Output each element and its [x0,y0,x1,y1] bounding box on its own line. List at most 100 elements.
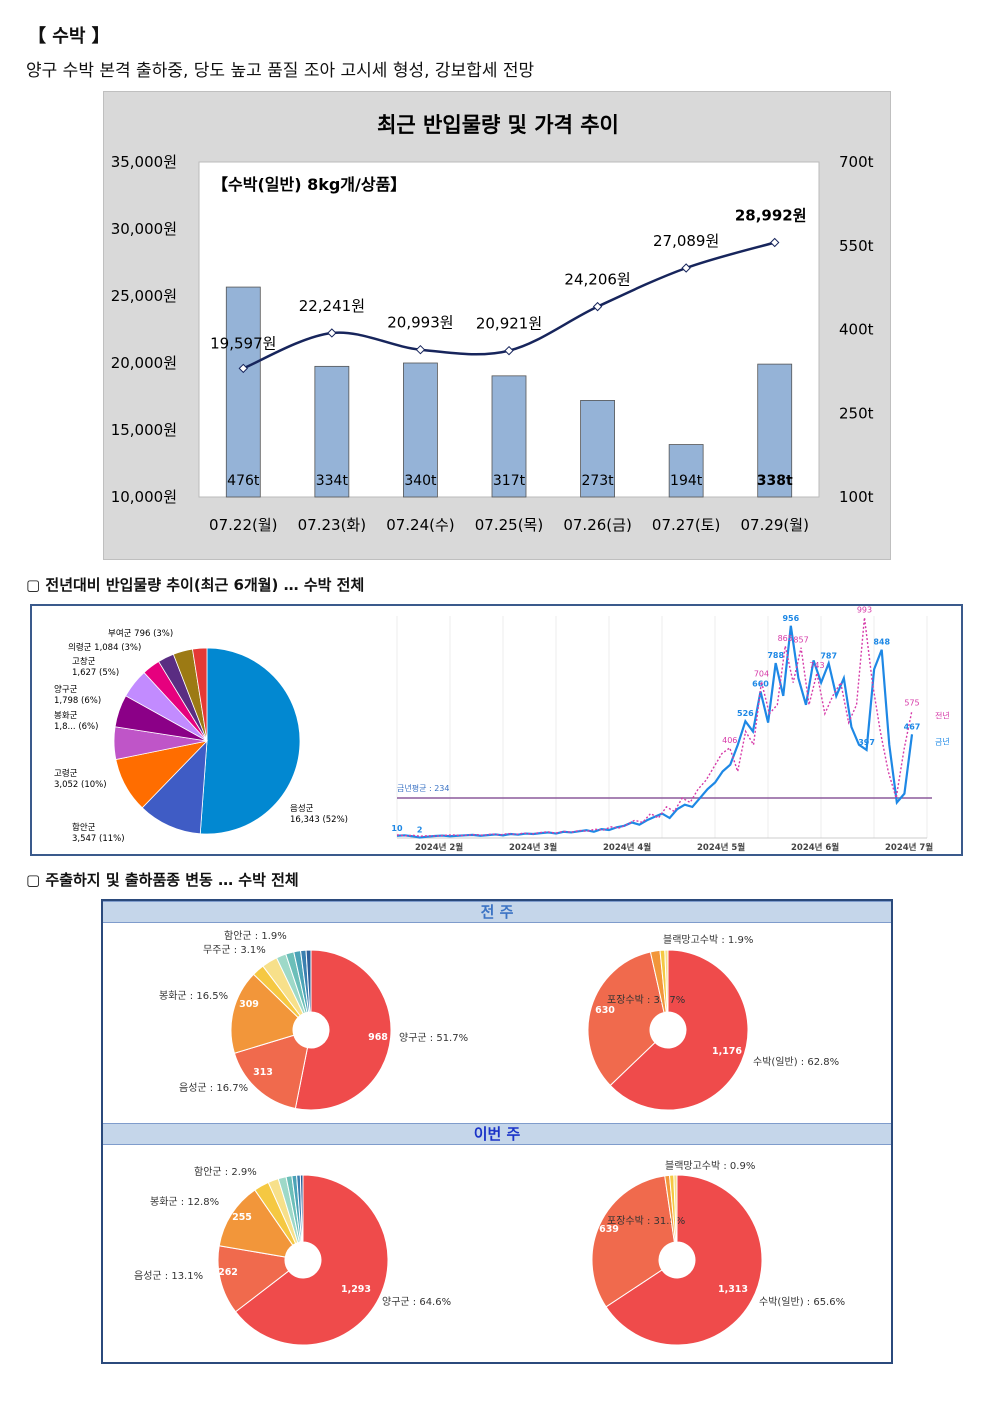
point-label: 993 [857,606,872,615]
volume-bar [314,365,350,498]
left-tick-label: 25,000원 [111,287,177,305]
right-tick-label: 400t [839,321,874,339]
donut-value: 255 [232,1212,252,1223]
point-label: 743 [809,661,824,670]
price-marker [770,237,780,248]
donut-label: 수박(일반) : 62.8% [753,1056,839,1068]
pie-label-value: 16,343 (52%) [290,815,348,825]
band-prev-week: 전 주 [103,901,891,923]
donut-label: 수박(일반) : 65.6% [759,1296,845,1308]
price-marker [327,328,337,338]
left-tick-label: 15,000원 [111,421,177,439]
series-name: 전년 [935,710,950,720]
pie-label-value: 1,798 (6%) [54,696,101,706]
price-label: 27,089원 [653,232,719,250]
yoy-trend-line: 금년평균 : 234 2024년 2월 2024년 3월 2024년 4월 2024년 … [391,606,950,853]
volume-label: 273t [581,473,614,489]
price-label: 24,206원 [564,271,630,289]
left-tick-label: 35,000원 [111,153,177,171]
pie-label-value: 3,547 (11%) [72,834,125,844]
this-variety-donut: 수박(일반) : 65.6% 포장수박 : 31.9% 블랙망고수박 : 0.9% 1… [591,1160,845,1346]
x-tick-label: 07.23(화) [298,516,366,534]
donut-value: 630 [595,1005,615,1016]
x-tick-label: 2024년 4월 [603,842,651,853]
prev-origin-donut: 양구군 : 51.7% 음성군 : 16.7% 봉화군 : 16.5% 무주군 : 3… [159,930,468,1111]
point-label: 956 [782,614,799,623]
right-tick-label: 100t [839,488,874,506]
price-label: 20,921원 [476,315,542,333]
prev-variety-donut: 수박(일반) : 62.8% 포장수박 : 33.7% 블랙망고수박 : 1.9% 1… [587,934,839,1111]
pie-label-value: 1,8... (6%) [54,722,98,732]
price-marker [681,263,691,273]
donut-slice [305,949,312,1013]
donut-label: 포장수박 : 33.7% [607,994,685,1006]
donut-label: 블랙망고수박 : 1.9% [663,934,753,946]
left-tick-label: 20,000원 [111,354,177,372]
pie-label: 양구군 [54,684,78,695]
price-marker [592,301,603,312]
donut-slice [673,1174,678,1243]
price-marker [415,344,426,355]
point-label: 10 [391,824,403,833]
donut-value: 1,176 [712,1046,742,1057]
x-tick-label: 07.26(금) [563,516,631,534]
donut-value: 1,313 [718,1284,748,1295]
price-volume-chart-box: 최근 반입물량 및 가격 추이 【수박(일반) 8kg개/상품】 35,000원 30… [103,91,891,560]
donut-slice [233,1034,309,1110]
volume-bar [668,444,704,498]
band-this-week: 이번 주 [103,1123,891,1145]
average-label: 금년평균 : 234 [397,783,450,793]
section-yoy-title: ▢ 전년대비 반입물량 추이(최근 6개월) … 수박 전체 [26,576,365,594]
donut-slice [591,1175,675,1308]
left-tick-label: 10,000원 [111,488,177,506]
donut-label: 함안군 : 1.9% [224,930,287,942]
donut-label: 양구군 : 64.6% [382,1296,451,1308]
x-tick-label: 07.25(목) [475,516,543,534]
volume-bar [225,286,261,498]
point-label: 406 [722,736,737,745]
donut-value: 262 [218,1267,238,1278]
origin-variety-box: 전 주 양구군 : 51.7% 음성군 : 16.7% 봉화군 : 16.5% 무주군… [101,899,893,1364]
x-tick-label: 07.27(토) [652,516,720,534]
volume-bar [580,400,615,498]
volume-bar [403,362,438,498]
page-summary: 양구 수박 본격 출하중, 당도 높고 품질 조아 고시세 형성, 강보합세 전… [26,61,535,81]
pie-label: 부여군 796 (3%) [108,628,173,639]
price-marker [238,363,248,374]
x-tick-label: 07.22(월) [209,516,277,534]
page-tag: 【 수박 】 [28,26,110,47]
point-label: 788 [767,651,784,660]
donut-value: 639 [599,1224,619,1235]
right-tick-label: 550t [839,237,874,255]
price-volume-chart: 최근 반입물량 및 가격 추이 【수박(일반) 8kg개/상품】 35,000원 30… [111,113,874,534]
donut-value: 1,293 [341,1284,371,1295]
donut-label: 봉화군 : 16.5% [159,990,228,1002]
x-tick-label: 07.24(수) [386,516,454,534]
donut-label: 함안군 : 2.9% [194,1166,257,1178]
point-label: 865 [778,634,793,643]
pie-label-value: 1,627 (5%) [72,668,119,678]
point-label: 2 [417,826,423,835]
pie-label: 봉화군 [54,711,78,721]
this-year-line [396,625,914,839]
donut-value: 313 [253,1067,273,1078]
donut-label: 양구군 : 51.7% [399,1032,468,1044]
pie-label: 의령군 1,084 (3%) [68,642,141,653]
pie-slice [199,647,301,835]
volume-label: 338t [757,473,793,489]
donut-label: 봉화군 : 12.8% [150,1196,219,1208]
pie-slice [141,739,208,835]
pie-label: 고령군 [54,768,78,779]
donut-slice [230,973,299,1054]
donut-slice [299,1174,304,1243]
volume-bar [757,363,793,498]
price-label: 19,597원 [210,334,276,352]
x-tick-label: 07.29(월) [740,516,808,534]
x-tick-label: 2024년 3월 [509,842,557,853]
donut-slice [664,949,669,1013]
chart-subtitle: 【수박(일반) 8kg개/상품】 [212,175,406,194]
donut-label: 음성군 : 13.1% [134,1270,203,1282]
point-label: 526 [737,709,754,718]
point-label: 397 [858,738,875,747]
